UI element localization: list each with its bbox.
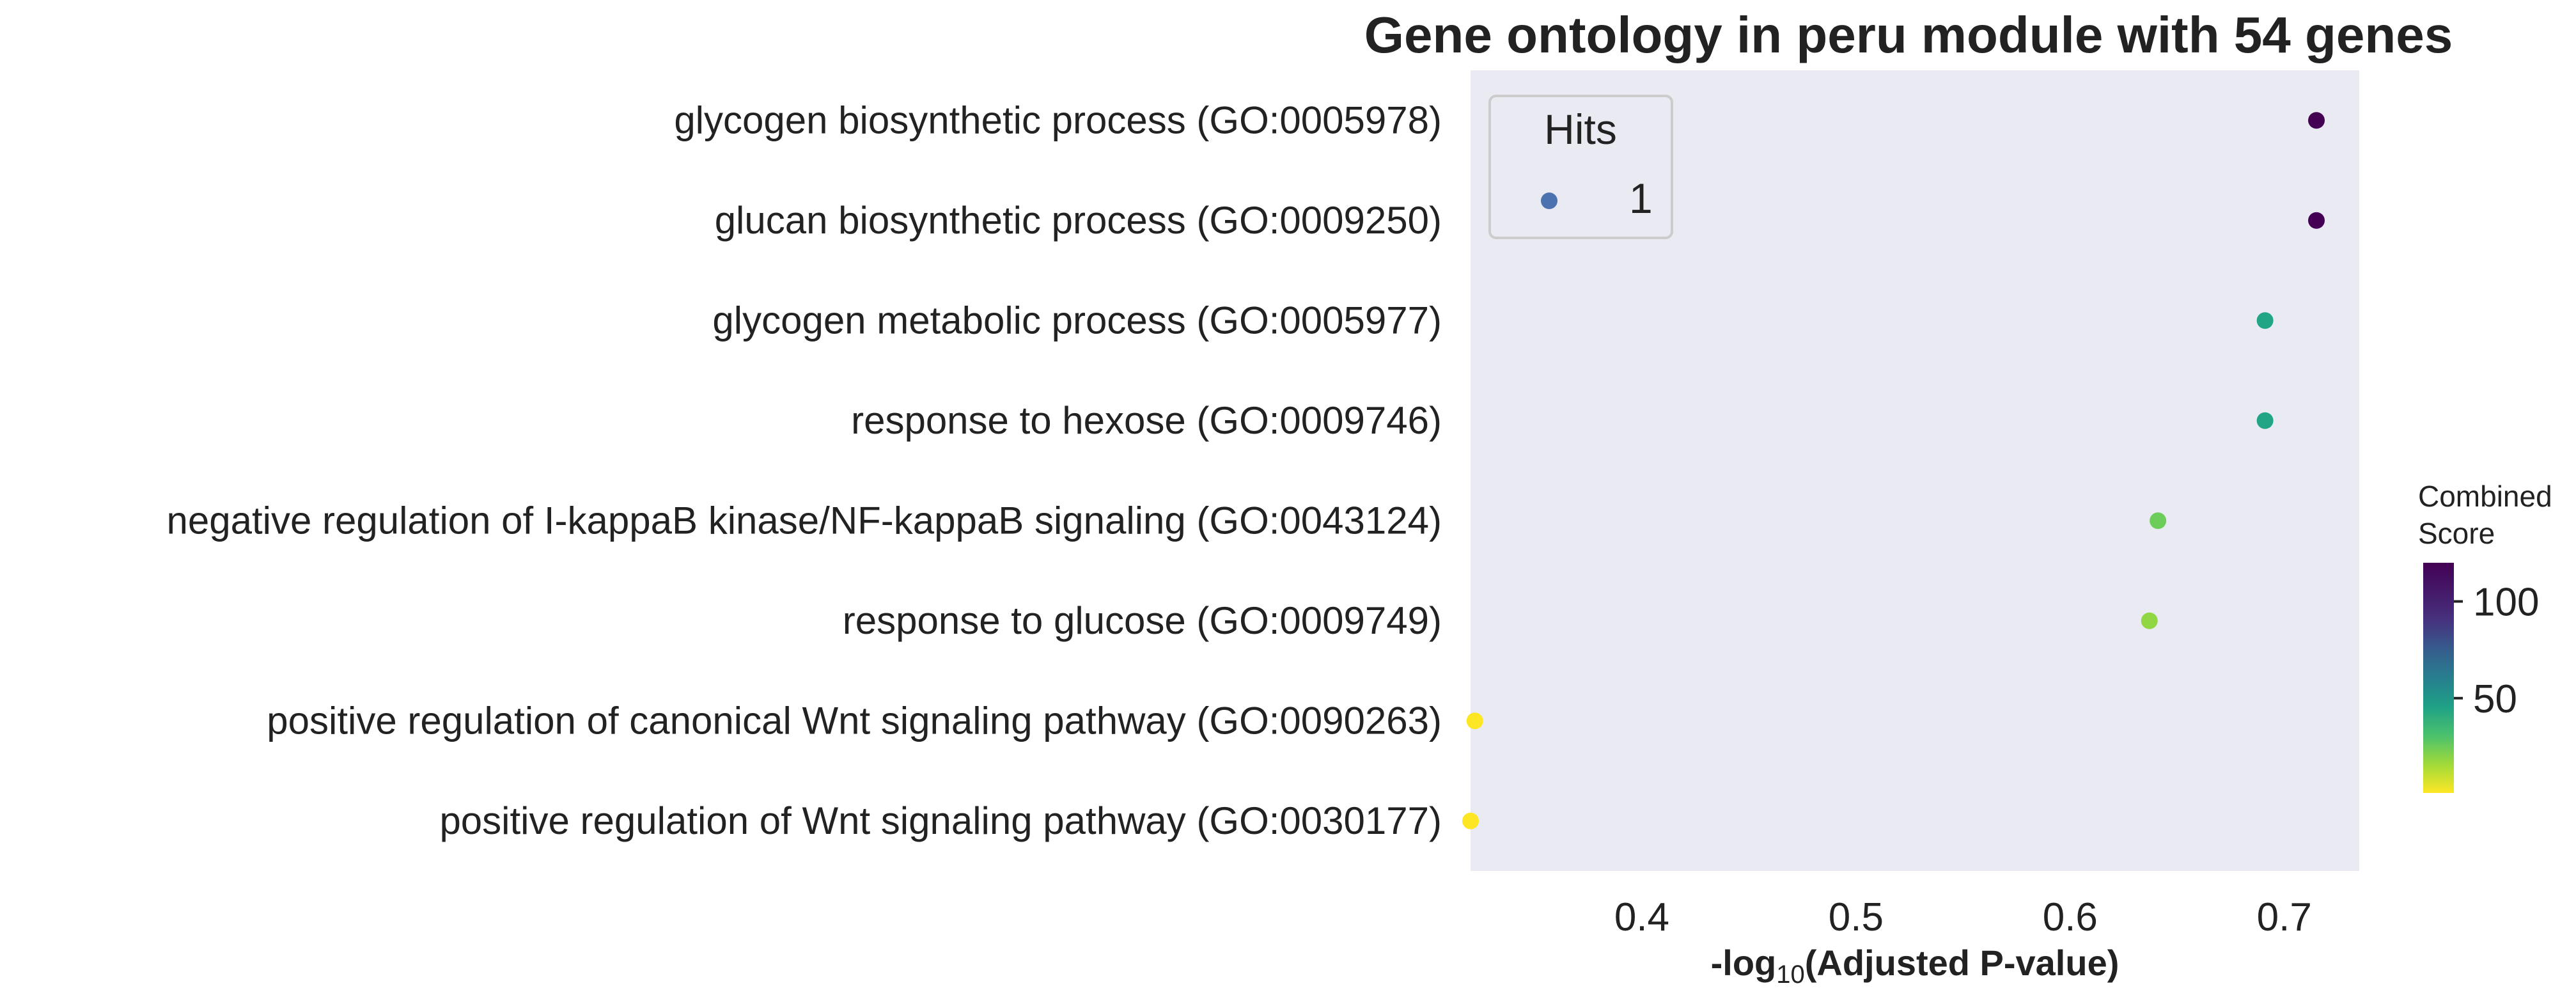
legend-entry-label: 1 bbox=[1629, 175, 1653, 222]
data-point bbox=[2141, 612, 2158, 629]
colorbar-title-line1: Combined bbox=[2418, 480, 2552, 513]
data-point bbox=[2256, 412, 2274, 429]
legend: Hits 1 bbox=[1488, 95, 1673, 239]
colorbar-gradient bbox=[2423, 563, 2454, 793]
y-axis-labels: glycogen biosynthetic process (GO:000597… bbox=[166, 98, 1442, 842]
y-tick-label: glycogen metabolic process (GO:0005977) bbox=[712, 299, 1442, 341]
legend-marker bbox=[1541, 192, 1557, 209]
colorbar-tick-label: 100 bbox=[2473, 581, 2539, 625]
data-point bbox=[2308, 212, 2325, 229]
x-axis-label-subscript: 10 bbox=[1776, 961, 1805, 989]
colorbar-ticks: 50 100 bbox=[2454, 581, 2539, 721]
y-tick-label: response to glucose (GO:0009749) bbox=[843, 599, 1442, 642]
data-point bbox=[2150, 512, 2167, 529]
x-axis-label-prefix: -log bbox=[1711, 943, 1777, 983]
legend-title: Hits bbox=[1544, 106, 1617, 153]
data-point bbox=[2256, 312, 2274, 329]
data-point bbox=[2308, 112, 2325, 129]
y-tick-label: glycogen biosynthetic process (GO:000597… bbox=[674, 98, 1442, 141]
y-tick-label: negative regulation of I-kappaB kinase/N… bbox=[166, 499, 1442, 542]
colorbar-title-line2: Score bbox=[2418, 517, 2495, 550]
colorbar-tick-label: 50 bbox=[2473, 677, 2517, 721]
legend-box bbox=[1488, 95, 1673, 239]
colorbar: Combined Score 50 100 bbox=[2418, 480, 2552, 793]
x-tick-label: 0.6 bbox=[2043, 895, 2098, 939]
x-tick-label: 0.4 bbox=[1614, 895, 1669, 939]
y-tick-label: positive regulation of Wnt signaling pat… bbox=[439, 799, 1442, 842]
x-tick-label: 0.7 bbox=[2257, 895, 2312, 939]
x-tick-label: 0.5 bbox=[1829, 895, 1884, 939]
chart-title: Gene ontology in peru module with 54 gen… bbox=[1364, 6, 2453, 63]
data-point bbox=[1462, 812, 1479, 829]
data-points bbox=[1462, 112, 2325, 829]
x-axis-label-suffix: (Adjusted P-value) bbox=[1805, 943, 2119, 983]
y-tick-label: positive regulation of canonical Wnt sig… bbox=[267, 699, 1442, 742]
x-axis-label: -log10(Adjusted P-value) bbox=[1711, 943, 2119, 989]
data-point bbox=[1466, 712, 1483, 730]
y-tick-label: glucan biosynthetic process (GO:0009250) bbox=[715, 199, 1442, 242]
x-axis-ticks: 0.4 0.5 0.6 0.7 bbox=[1614, 895, 2312, 939]
y-tick-label: response to hexose (GO:0009746) bbox=[851, 399, 1442, 442]
